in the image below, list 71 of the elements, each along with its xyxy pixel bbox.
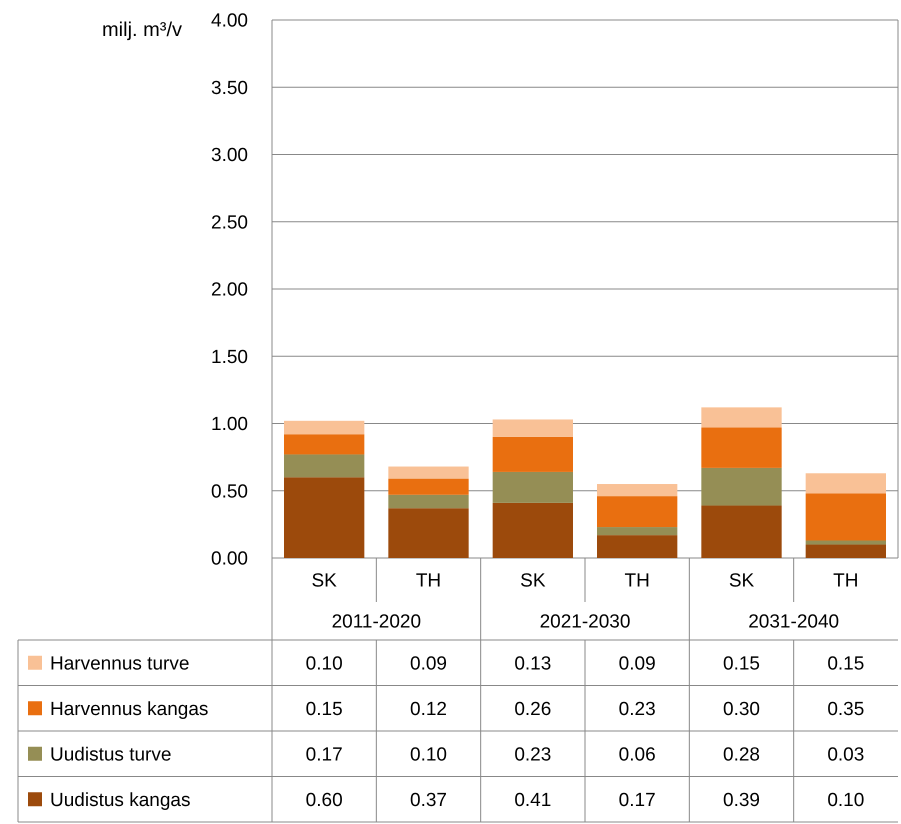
legend-label: Uudistus turve: [50, 744, 172, 766]
data-label: 0.10: [410, 744, 447, 766]
y-tick-label: 0.50: [211, 481, 248, 502]
bar: [806, 540, 886, 545]
data-label: 0.17: [306, 744, 343, 766]
text: 2011-2020: [332, 612, 422, 633]
data-label: 0.28: [723, 744, 760, 766]
bar: [701, 428, 782, 468]
text: 2021-2030: [540, 612, 630, 633]
y-tick-label: 1.00: [211, 414, 248, 436]
bar: [284, 420, 364, 434]
bar: [388, 466, 469, 479]
data-label: 0.41: [514, 790, 552, 811]
bar: [492, 502, 573, 558]
y-tick-label: 2.00: [211, 280, 248, 301]
bar: [388, 508, 469, 558]
text: 2031-2040: [748, 612, 840, 633]
data-label: 0.03: [827, 744, 864, 766]
bar: [701, 506, 782, 558]
data-label: 0.09: [618, 653, 656, 674]
bar: [492, 472, 573, 503]
data-label: 0.60: [306, 790, 343, 811]
data-label: 0.35: [827, 698, 864, 720]
y-tick-label: 4.00: [211, 10, 248, 32]
bar: [284, 454, 364, 478]
bar: [597, 484, 678, 496]
data-label: 0.26: [514, 698, 552, 720]
data-label: 0.30: [723, 698, 760, 720]
x-tick-label: SK: [728, 570, 754, 592]
y-tick-label: 2.50: [211, 212, 248, 234]
bar: [388, 494, 469, 508]
bar: [806, 544, 886, 558]
bar: [701, 407, 782, 428]
bar: [597, 535, 678, 558]
data-label: 0.23: [618, 698, 656, 720]
y-tick-label: 3.50: [211, 78, 248, 99]
y-axis-title: milj. m³/v: [102, 19, 182, 41]
data-label: 0.10: [827, 790, 864, 811]
x-tick-label: SK: [311, 570, 338, 592]
data-label: 0.23: [514, 744, 552, 766]
data-label: 0.10: [306, 653, 343, 674]
data-label: 0.12: [410, 698, 447, 720]
data-label: 0.13: [514, 653, 552, 674]
x-tick-label: TH: [624, 570, 650, 592]
bar: [284, 477, 364, 558]
bar: [492, 419, 573, 437]
data-label: 0.06: [618, 744, 656, 766]
x-tick-label: TH: [416, 570, 442, 592]
y-tick-label: 1.50: [211, 346, 248, 368]
bar: [701, 468, 782, 506]
bar: [492, 436, 573, 472]
bar: [388, 478, 469, 495]
data-label: 0.17: [618, 790, 656, 811]
bar: [597, 527, 678, 536]
legend-label: Uudistus kangas: [50, 790, 190, 811]
data-label: 0.37: [410, 790, 447, 811]
x-tick-label: TH: [833, 570, 858, 592]
data-label: 0.09: [410, 653, 447, 674]
legend-label: Harvennus turve: [50, 653, 190, 674]
y-tick-label: 0.00: [211, 548, 248, 570]
bar: [284, 434, 364, 454]
data-label: 0.39: [723, 790, 760, 811]
data-label: 0.15: [306, 698, 343, 720]
data-label: 0.15: [723, 653, 760, 674]
bar: [597, 496, 678, 528]
bar: [806, 493, 886, 541]
y-tick-label: 3.00: [211, 145, 248, 166]
legend-label: Harvennus kangas: [50, 698, 208, 720]
data-label: 0.15: [827, 653, 864, 674]
bar: [806, 473, 886, 494]
x-tick-label: SK: [520, 570, 546, 592]
